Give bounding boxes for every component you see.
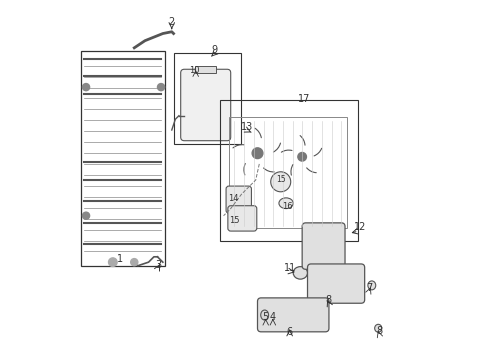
Bar [81, 51, 165, 266]
Text: 17: 17 [298, 94, 310, 104]
Text: 15: 15 [277, 175, 286, 184]
Ellipse shape [293, 267, 308, 279]
Bar [229, 117, 347, 228]
FancyBboxPatch shape [302, 223, 345, 269]
Circle shape [109, 258, 117, 266]
Bar [195, 66, 217, 73]
FancyArrowPatch shape [233, 145, 244, 148]
Bar [173, 53, 242, 144]
Text: 11: 11 [284, 263, 296, 273]
Text: 4: 4 [270, 312, 276, 323]
Text: 3: 3 [155, 260, 162, 270]
FancyBboxPatch shape [226, 186, 251, 213]
Circle shape [298, 153, 306, 161]
FancyBboxPatch shape [308, 264, 365, 303]
Circle shape [131, 258, 138, 266]
Ellipse shape [279, 198, 293, 208]
Bar [220, 100, 358, 241]
FancyArrowPatch shape [291, 165, 293, 175]
Text: 14: 14 [228, 194, 239, 203]
Text: 7: 7 [366, 283, 372, 293]
Circle shape [252, 148, 263, 158]
FancyArrowPatch shape [300, 136, 305, 145]
Circle shape [82, 212, 90, 219]
FancyBboxPatch shape [181, 69, 231, 141]
Text: 5: 5 [263, 312, 269, 323]
Ellipse shape [368, 281, 376, 290]
Circle shape [157, 84, 165, 91]
FancyBboxPatch shape [228, 206, 257, 231]
FancyArrowPatch shape [244, 163, 245, 175]
FancyArrowPatch shape [273, 143, 280, 152]
Ellipse shape [375, 324, 382, 332]
Text: 8: 8 [376, 326, 382, 336]
FancyArrowPatch shape [314, 148, 321, 156]
FancyArrowPatch shape [264, 168, 274, 172]
Text: 16: 16 [283, 202, 293, 211]
Text: 1: 1 [117, 253, 123, 264]
FancyArrowPatch shape [307, 168, 316, 173]
FancyArrowPatch shape [281, 150, 292, 152]
Text: 2: 2 [169, 17, 175, 27]
Circle shape [82, 84, 90, 91]
Circle shape [270, 172, 291, 192]
FancyArrowPatch shape [255, 128, 261, 138]
Text: 10: 10 [189, 66, 199, 75]
Ellipse shape [261, 310, 269, 320]
Text: 6: 6 [287, 327, 293, 337]
Text: 12: 12 [354, 222, 366, 232]
Text: 13: 13 [241, 122, 253, 132]
Text: 9: 9 [212, 45, 218, 55]
Text: 15: 15 [229, 216, 240, 225]
FancyBboxPatch shape [258, 298, 329, 332]
Text: 8: 8 [325, 295, 331, 305]
